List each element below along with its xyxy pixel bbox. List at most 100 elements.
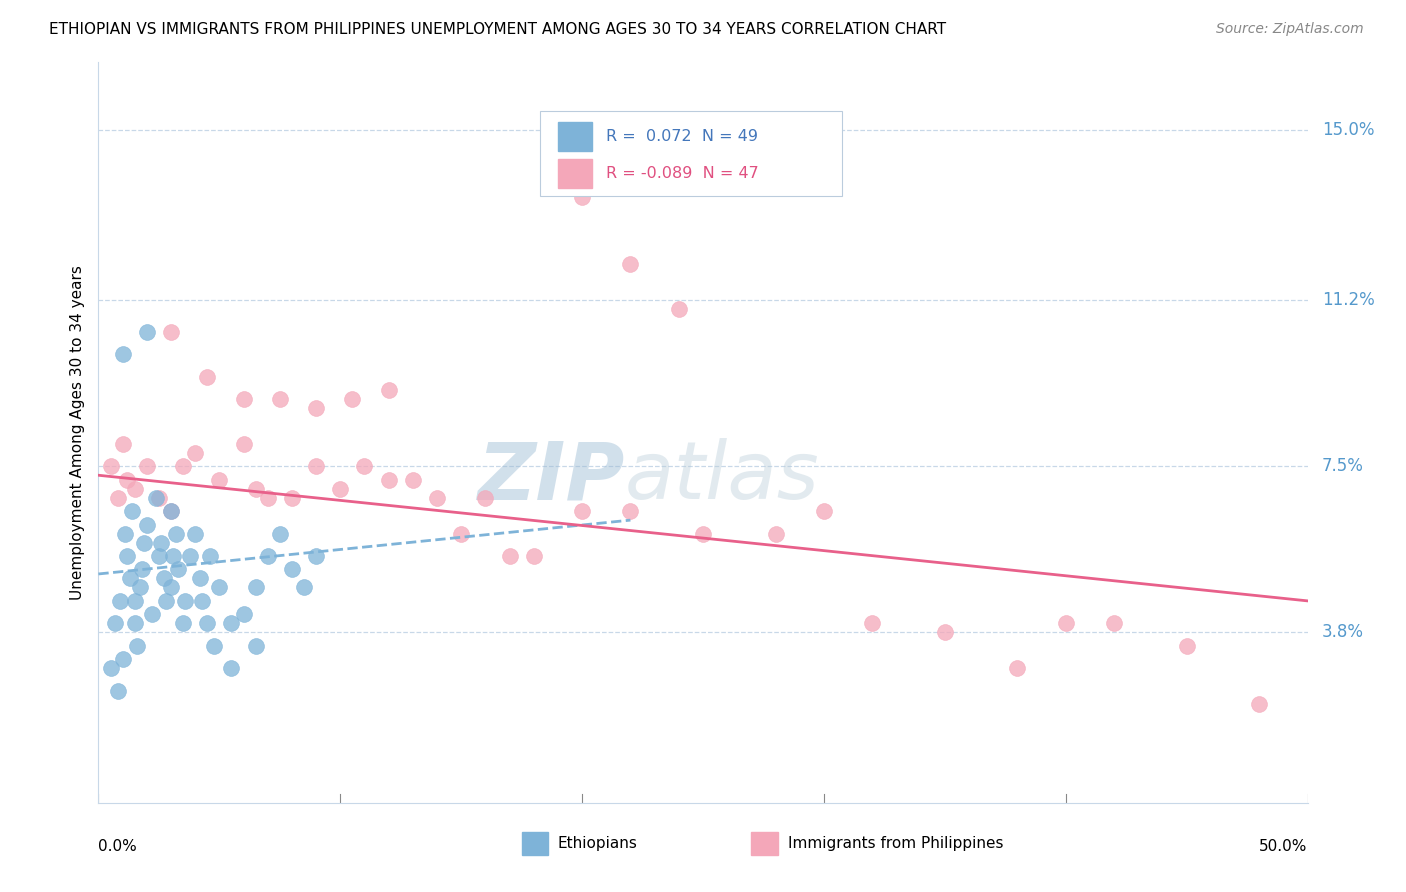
Point: [619, 504, 641, 518]
Point: [160, 581, 183, 595]
Text: 15.0%: 15.0%: [1322, 120, 1375, 139]
Point: [174, 594, 197, 608]
Point: [245, 639, 267, 653]
Y-axis label: Unemployment Among Ages 30 to 34 years: Unemployment Among Ages 30 to 34 years: [69, 265, 84, 600]
Point: [523, 549, 546, 563]
Point: [162, 549, 184, 563]
Text: 11.2%: 11.2%: [1322, 292, 1375, 310]
Point: [128, 581, 150, 595]
Point: [188, 571, 211, 585]
Point: [402, 473, 425, 487]
Text: 3.8%: 3.8%: [1322, 624, 1364, 641]
Point: [160, 325, 183, 339]
Text: 50.0%: 50.0%: [1260, 838, 1308, 854]
Point: [127, 639, 149, 653]
Point: [121, 504, 143, 518]
Point: [111, 437, 134, 451]
Point: [179, 549, 201, 563]
Point: [377, 383, 399, 397]
Point: [134, 535, 156, 549]
Point: [172, 616, 194, 631]
Point: [232, 437, 254, 451]
Point: [111, 347, 134, 361]
Point: [104, 616, 127, 631]
Point: [118, 571, 141, 585]
Point: [172, 459, 194, 474]
Point: [160, 504, 183, 518]
Point: [232, 607, 254, 622]
Point: [269, 526, 291, 541]
Point: [305, 549, 328, 563]
Point: [571, 504, 593, 518]
Point: [107, 683, 129, 698]
Point: [1249, 697, 1271, 711]
Point: [619, 257, 641, 271]
Point: [107, 491, 129, 505]
Point: [813, 504, 835, 518]
Point: [353, 459, 375, 474]
Point: [256, 549, 278, 563]
Text: 0.0%: 0.0%: [98, 838, 138, 854]
Point: [131, 562, 153, 576]
Point: [155, 594, 177, 608]
Point: [934, 625, 956, 640]
Point: [150, 535, 173, 549]
Point: [198, 549, 221, 563]
Point: [111, 652, 134, 666]
Point: [245, 482, 267, 496]
Point: [124, 594, 146, 608]
Point: [498, 549, 520, 563]
Point: [256, 491, 278, 505]
Point: [145, 491, 167, 505]
Point: [1007, 661, 1029, 675]
Point: [195, 616, 218, 631]
Point: [305, 401, 328, 415]
Point: [232, 392, 254, 406]
Text: R = -0.089  N = 47: R = -0.089 N = 47: [606, 166, 759, 181]
Point: [692, 526, 714, 541]
Point: [329, 482, 352, 496]
Point: [148, 491, 170, 505]
Point: [269, 392, 291, 406]
Point: [124, 482, 146, 496]
Text: Source: ZipAtlas.com: Source: ZipAtlas.com: [1216, 22, 1364, 37]
Bar: [558, 160, 592, 187]
Point: [100, 459, 122, 474]
Point: [135, 459, 157, 474]
Point: [860, 616, 883, 631]
Point: [135, 517, 157, 532]
Point: [342, 392, 364, 406]
Bar: [558, 122, 592, 151]
Point: [208, 473, 231, 487]
Bar: [522, 831, 548, 855]
Point: [377, 473, 399, 487]
Point: [114, 526, 136, 541]
Point: [195, 369, 218, 384]
Text: atlas: atlas: [624, 438, 820, 516]
Point: [204, 639, 226, 653]
Point: [571, 190, 593, 204]
Point: [281, 491, 304, 505]
Point: [124, 616, 146, 631]
Point: [221, 616, 243, 631]
Point: [221, 661, 243, 675]
Point: [426, 491, 449, 505]
Text: Ethiopians: Ethiopians: [558, 836, 638, 851]
Point: [1102, 616, 1125, 631]
Point: [148, 549, 170, 563]
Point: [152, 571, 174, 585]
Point: [668, 302, 690, 317]
Point: [765, 526, 787, 541]
Point: [108, 594, 131, 608]
Point: [184, 446, 207, 460]
Text: ZIP: ZIP: [477, 438, 624, 516]
Point: [117, 549, 139, 563]
Point: [165, 526, 187, 541]
Point: [281, 562, 304, 576]
Text: ETHIOPIAN VS IMMIGRANTS FROM PHILIPPINES UNEMPLOYMENT AMONG AGES 30 TO 34 YEARS : ETHIOPIAN VS IMMIGRANTS FROM PHILIPPINES…: [49, 22, 946, 37]
Point: [167, 562, 190, 576]
Point: [1054, 616, 1077, 631]
Point: [208, 581, 231, 595]
Point: [117, 473, 139, 487]
Point: [292, 581, 315, 595]
